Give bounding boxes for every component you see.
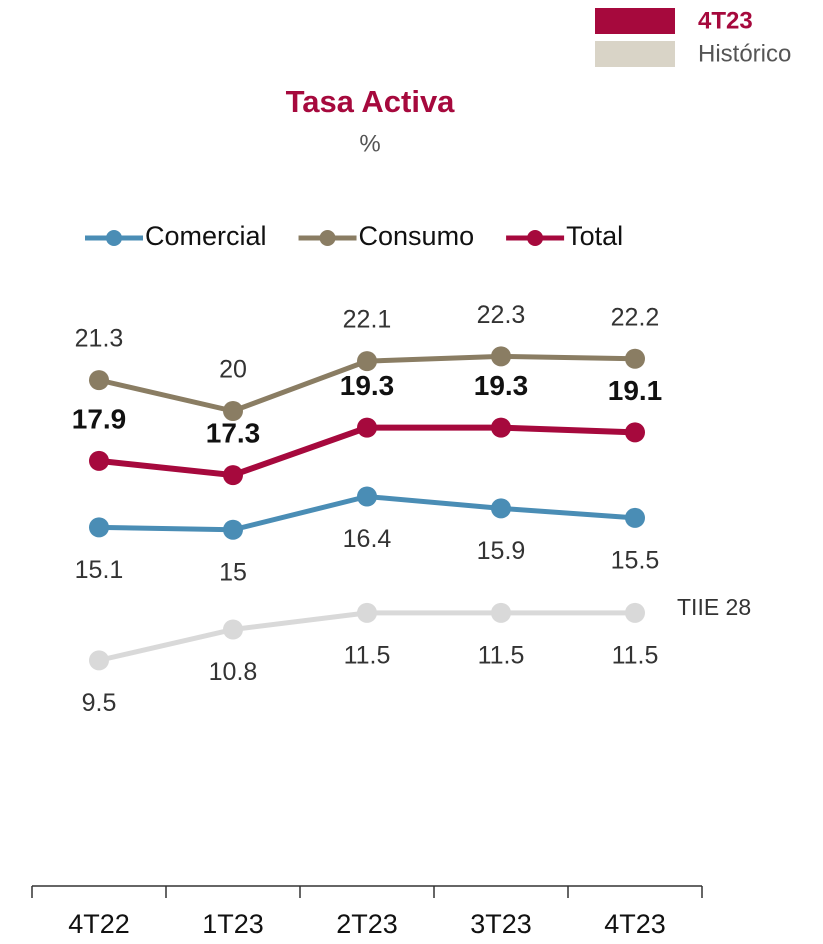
- point: [491, 346, 511, 367]
- data-label: 11.5: [478, 641, 525, 669]
- point: [491, 498, 511, 519]
- data-label: 15.5: [611, 546, 660, 574]
- point: [625, 602, 645, 623]
- data-label: 22.2: [611, 303, 660, 331]
- data-label: 10.8: [209, 658, 258, 686]
- data-label: 17.9: [72, 403, 127, 434]
- legend-label: Comercial: [145, 221, 267, 251]
- point: [491, 602, 511, 623]
- data-label: 21.3: [75, 325, 124, 353]
- chart-subtitle: %: [359, 130, 380, 157]
- point: [625, 422, 645, 443]
- point: [357, 417, 377, 438]
- data-label: 19.3: [340, 370, 395, 401]
- point: [223, 519, 243, 540]
- data-label: 15: [219, 558, 247, 586]
- data-label: 19.1: [608, 375, 663, 406]
- point: [89, 517, 109, 538]
- x-tick-label: 4T23: [604, 909, 666, 939]
- legend-marker: [527, 230, 544, 246]
- point: [223, 465, 243, 486]
- x-tick-label: 2T23: [336, 909, 398, 939]
- data-label: 9.5: [82, 689, 117, 717]
- point: [625, 507, 645, 528]
- data-label: 15.9: [477, 537, 526, 565]
- point: [89, 370, 109, 391]
- point: [357, 351, 377, 372]
- legend-label: Consumo: [359, 221, 475, 251]
- data-label: 15.1: [75, 556, 124, 584]
- data-label: 16.4: [343, 525, 392, 553]
- legend-marker: [319, 230, 336, 246]
- point: [223, 401, 243, 421]
- point: [625, 348, 645, 369]
- point: [357, 602, 377, 623]
- point: [223, 619, 243, 640]
- period-legend-swatch: [595, 8, 675, 34]
- data-label: 17.3: [206, 418, 261, 449]
- data-label: 11.5: [612, 641, 659, 669]
- data-label: 22.1: [343, 306, 392, 334]
- period-legend-label: 4T23: [698, 7, 753, 34]
- chart-title: Tasa Activa: [286, 84, 456, 119]
- data-label: 11.5: [344, 641, 391, 669]
- point: [357, 486, 377, 507]
- data-label: 22.3: [477, 301, 526, 329]
- period-legend-swatch: [595, 41, 675, 67]
- x-tick-label: 4T22: [68, 909, 130, 939]
- point: [491, 417, 511, 438]
- legend-marker: [106, 230, 122, 246]
- x-tick-label: 1T23: [202, 909, 264, 939]
- point: [89, 650, 109, 671]
- period-legend-label: Histórico: [698, 40, 791, 67]
- data-label: 20: [219, 356, 247, 384]
- point: [89, 450, 109, 471]
- x-tick-label: 3T23: [470, 909, 532, 939]
- series-end-label: TIIE 28: [677, 594, 751, 620]
- data-label: 19.3: [474, 370, 529, 401]
- legend-label: Total: [566, 221, 623, 251]
